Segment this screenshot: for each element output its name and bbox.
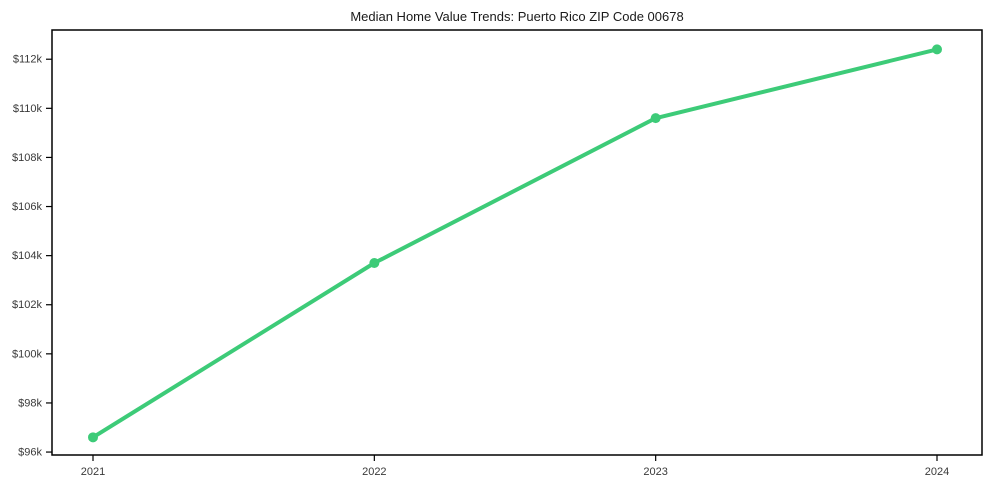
y-tick-label: $100k [12, 348, 42, 360]
chart-title: Median Home Value Trends: Puerto Rico ZI… [350, 9, 683, 24]
y-tick-label: $98k [18, 397, 42, 409]
x-tick-label: 2021 [81, 466, 105, 478]
data-point-marker [932, 44, 942, 55]
data-point-marker [369, 258, 380, 269]
y-tick-label: $102k [12, 299, 42, 311]
y-tick-label: $110k [13, 103, 43, 115]
y-tick-label: $108k [12, 152, 42, 164]
data-point-marker [650, 113, 661, 124]
trend-line [91, 47, 939, 440]
x-tick-label: 2024 [925, 466, 949, 478]
plot-area: $96k $98k $100k $102k $104k $106k $108k $110k $1… [12, 29, 983, 478]
x-tick-label: 2022 [362, 466, 386, 478]
axes-border [51, 29, 983, 456]
data-point-marker [88, 432, 98, 443]
y-tick-label: $104k [12, 250, 42, 262]
y-tick-label: $96k [18, 447, 42, 459]
x-tick-label: 2023 [643, 466, 667, 478]
y-tick-label: $112k [13, 54, 43, 66]
y-tick-label: $106k [12, 201, 42, 213]
